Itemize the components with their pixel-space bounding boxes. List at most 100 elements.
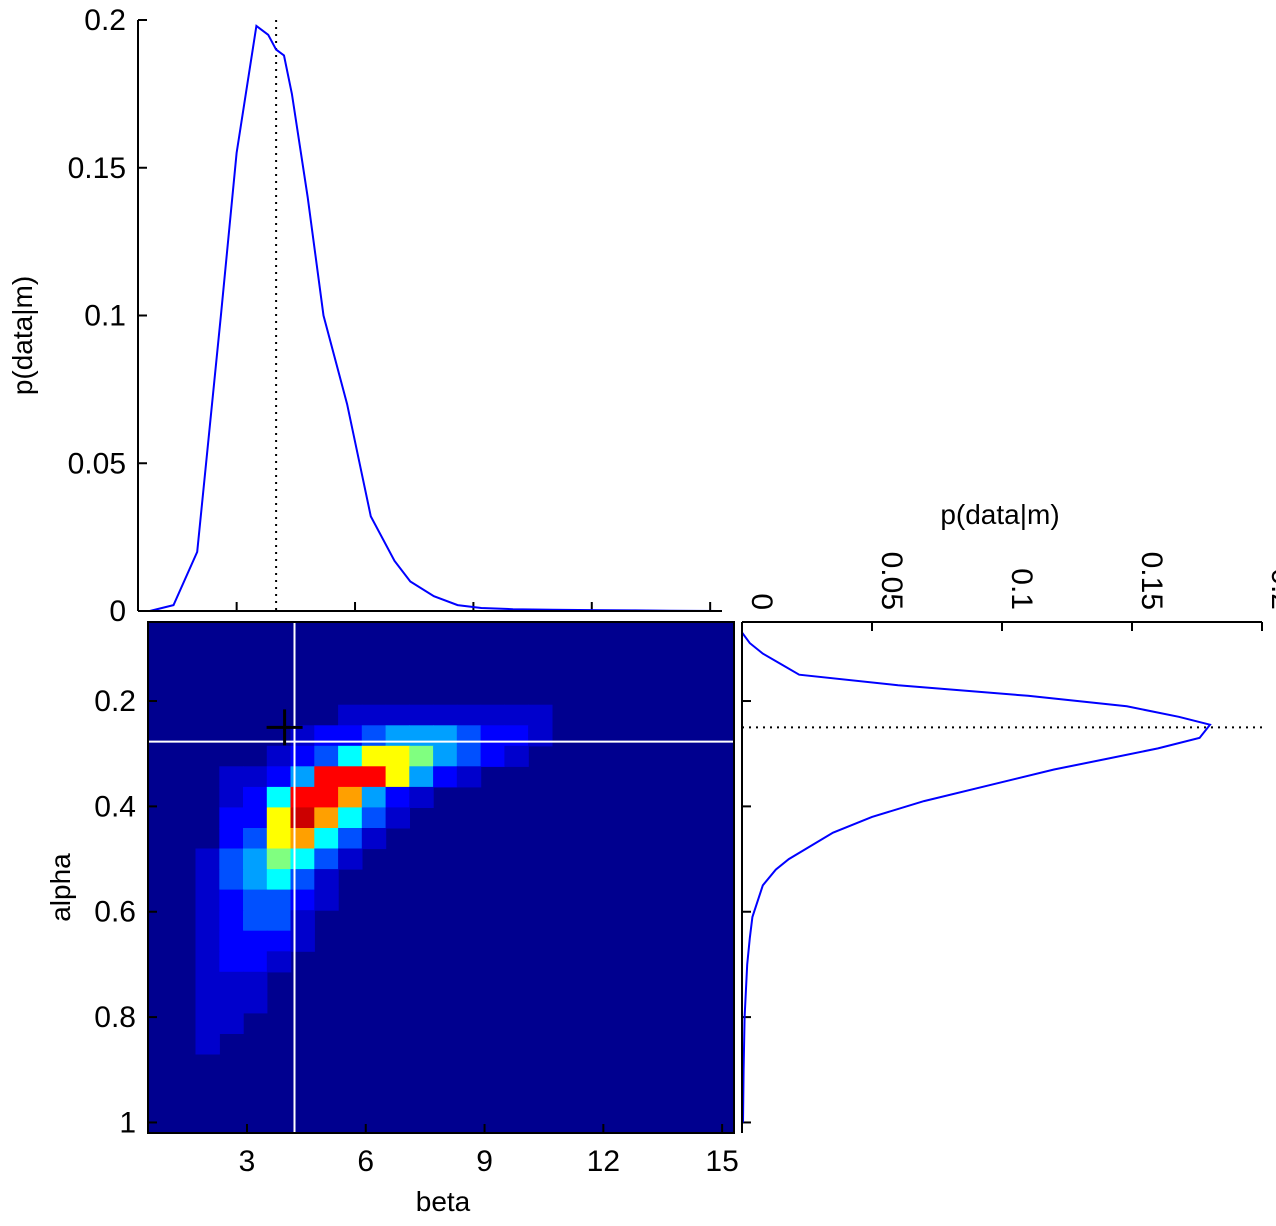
heatmap-cell bbox=[243, 889, 268, 911]
alpha-marginal-xtick-label: 0.1 bbox=[1005, 568, 1038, 610]
heatmap-cell bbox=[243, 766, 268, 788]
heatmap-cell bbox=[409, 745, 434, 767]
beta-marginal-ytick-label: 0.1 bbox=[84, 300, 126, 333]
heatmap-cell bbox=[290, 910, 315, 932]
heatmap-xtick-label: 9 bbox=[476, 1145, 493, 1178]
heatmap-cell bbox=[361, 745, 387, 767]
heatmap-cell bbox=[219, 848, 244, 870]
heatmap-cell bbox=[290, 869, 315, 891]
beta-marginal-xticks bbox=[235, 602, 712, 611]
beta-marginal-yticks: 0 0.05 0.1 0.15 0.2 bbox=[68, 4, 147, 628]
heatmap-cell bbox=[338, 828, 363, 850]
heatmap-xtick-label: 6 bbox=[357, 1145, 374, 1178]
beta-marginal-frame bbox=[138, 20, 722, 611]
heatmap-cell bbox=[314, 725, 339, 747]
alpha-marginal-xtick-label: 0.2 bbox=[1265, 568, 1276, 610]
heatmap-cell bbox=[433, 725, 458, 747]
heatmap-cell bbox=[338, 725, 363, 747]
heatmap-ytick-label: 1 bbox=[119, 1106, 136, 1139]
heatmap-cell bbox=[290, 766, 315, 788]
alpha-marginal-xtick-label: 0.05 bbox=[875, 552, 908, 610]
heatmap-ylabel: alpha bbox=[45, 853, 76, 922]
heatmap-cell bbox=[385, 745, 410, 767]
heatmap-cell bbox=[219, 971, 244, 993]
beta-marginal-panel: 0 0.05 0.1 0.15 0.2 p(data|m) bbox=[7, 4, 722, 628]
heatmap-cell bbox=[314, 745, 339, 767]
heatmap-cell bbox=[195, 910, 220, 932]
heatmap-cell bbox=[456, 704, 482, 726]
heatmap-cell bbox=[338, 745, 363, 767]
heatmap-cell bbox=[219, 951, 244, 973]
heatmap-cell bbox=[314, 766, 339, 788]
beta-marginal-ytick-label: 0 bbox=[109, 595, 126, 628]
heatmap-cell bbox=[338, 786, 363, 808]
heatmap-cell bbox=[480, 725, 505, 747]
heatmap-cell bbox=[409, 786, 434, 808]
heatmap-cell bbox=[266, 869, 292, 891]
heatmap-cell bbox=[219, 828, 244, 850]
heatmap-cell bbox=[504, 725, 529, 747]
heatmap-cell bbox=[219, 930, 244, 952]
heatmap-cell bbox=[266, 745, 292, 767]
alpha-marginal-xlabel: p(data|m) bbox=[940, 499, 1059, 530]
heatmap-cell bbox=[243, 910, 268, 932]
heatmap-cell bbox=[504, 704, 529, 726]
heatmap-cell bbox=[504, 745, 529, 767]
heatmap-cell bbox=[266, 951, 292, 973]
heatmap-xtick-label: 15 bbox=[705, 1145, 738, 1178]
heatmap-cell bbox=[243, 807, 268, 829]
heatmap-cell bbox=[361, 807, 387, 829]
heatmap-cell bbox=[290, 786, 315, 808]
heatmap-cell bbox=[219, 807, 244, 829]
heatmap-cell bbox=[243, 848, 268, 870]
heatmap-xticks: 3 6 9 12 15 bbox=[239, 1124, 739, 1178]
heatmap-yticks: 0.2 0.4 0.6 0.8 1 bbox=[94, 685, 157, 1139]
heatmap-cell bbox=[290, 745, 315, 767]
heatmap-cell bbox=[314, 848, 339, 870]
alpha-marginal-frame bbox=[742, 622, 1262, 1133]
heatmap-cell bbox=[361, 725, 387, 747]
heatmap-cell bbox=[290, 807, 315, 829]
heatmap-cell bbox=[266, 786, 292, 808]
heatmap-cell bbox=[385, 725, 410, 747]
alpha-marginal-xtick-label: 0 bbox=[745, 593, 778, 610]
beta-marginal-ytick-label: 0.05 bbox=[68, 447, 126, 480]
heatmap-cell bbox=[314, 828, 339, 850]
heatmap-cell bbox=[243, 786, 268, 808]
heatmap-cell bbox=[528, 725, 553, 747]
heatmap-cell bbox=[361, 786, 387, 808]
heatmap-cell bbox=[456, 766, 482, 788]
heatmap-cell bbox=[195, 971, 220, 993]
heatmap-cell bbox=[243, 828, 268, 850]
heatmap-cell bbox=[433, 766, 458, 788]
heatmap-cell bbox=[456, 745, 482, 767]
heatmap-cell bbox=[480, 704, 505, 726]
heatmap-cell bbox=[195, 1033, 220, 1055]
heatmap-cell bbox=[361, 766, 387, 788]
heatmap-cell bbox=[195, 992, 220, 1014]
alpha-marginal-xticks: 0 0.05 0.1 0.15 0.2 bbox=[741, 552, 1276, 631]
heatmap-cell bbox=[528, 704, 553, 726]
heatmap-cell bbox=[290, 889, 315, 911]
heatmap-cell bbox=[195, 951, 220, 973]
heatmap-cell bbox=[266, 930, 292, 952]
heatmap-cell bbox=[433, 745, 458, 767]
heatmap-cell bbox=[361, 828, 387, 850]
heatmap-cell bbox=[195, 869, 220, 891]
heatmap-cell bbox=[409, 725, 434, 747]
heatmap-cell bbox=[385, 704, 410, 726]
heatmap-cell bbox=[266, 848, 292, 870]
heatmap-ytick-label: 0.6 bbox=[94, 896, 136, 929]
heatmap-cell bbox=[266, 889, 292, 911]
heatmap-cell bbox=[290, 930, 315, 952]
heatmap-cell bbox=[314, 869, 339, 891]
heatmap-cell bbox=[385, 766, 410, 788]
heatmap-cell bbox=[219, 992, 244, 1014]
heatmap-cell bbox=[314, 807, 339, 829]
heatmap-cell bbox=[219, 766, 244, 788]
alpha-marginal-panel: 0 0.05 0.1 0.15 0.2 p(data|m) bbox=[741, 499, 1276, 1133]
heatmap-cell bbox=[314, 786, 339, 808]
heatmap-xlabel: beta bbox=[416, 1186, 471, 1217]
alpha-marginal-xtick-label: 0.15 bbox=[1135, 552, 1168, 610]
heatmap-cell bbox=[361, 704, 387, 726]
